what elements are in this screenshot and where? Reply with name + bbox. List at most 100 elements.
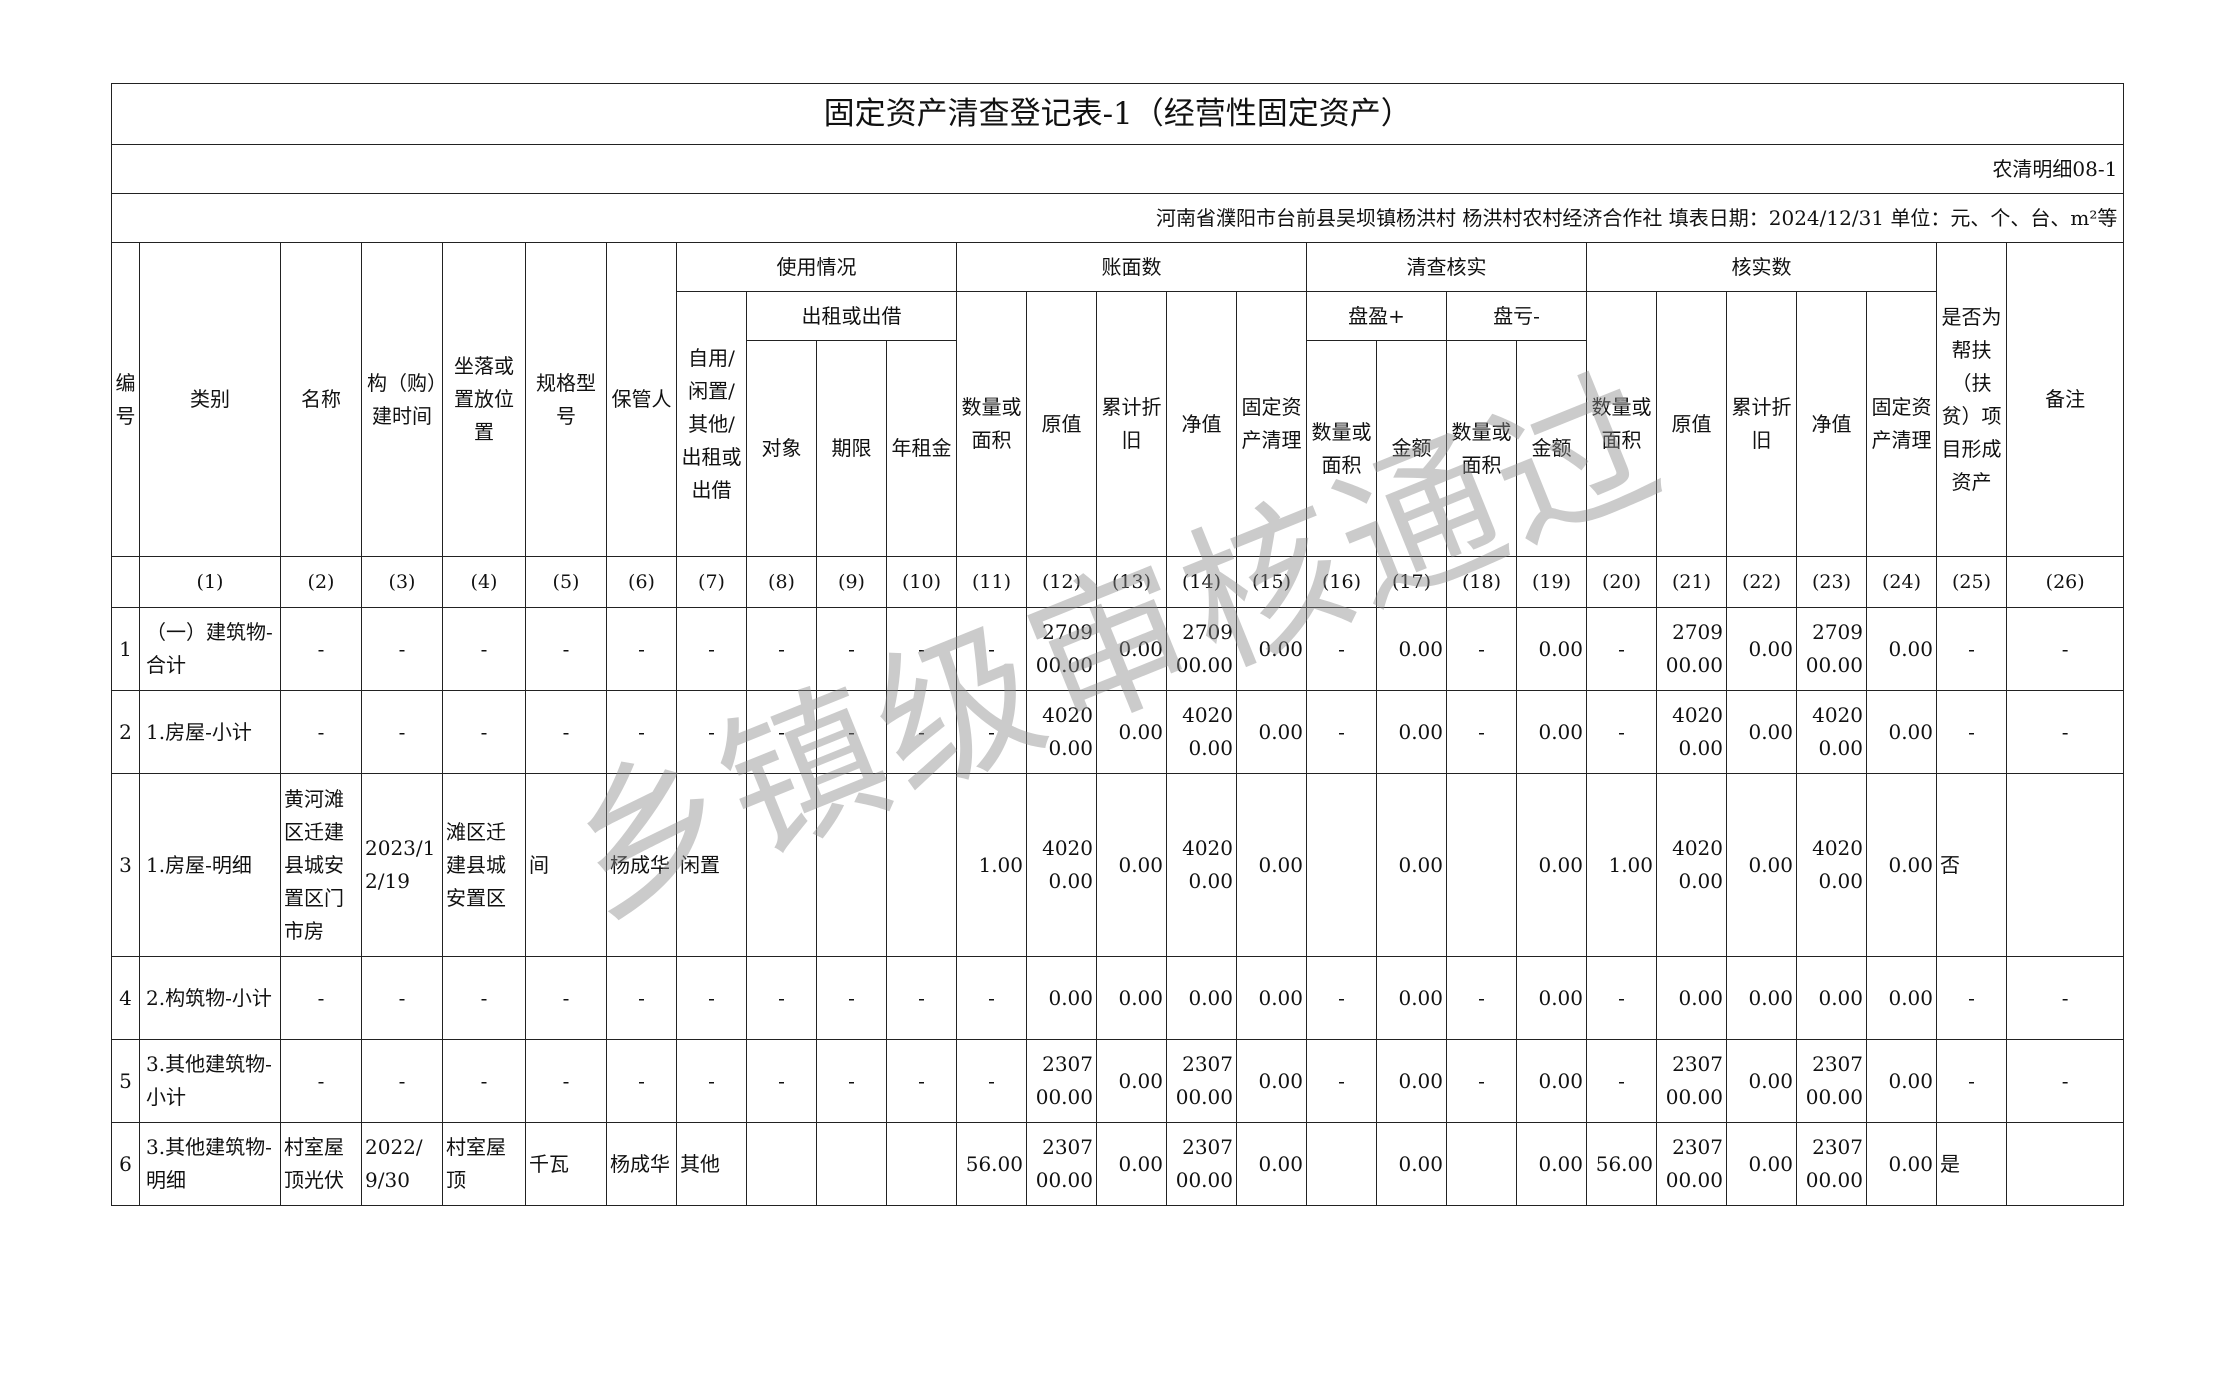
- table-cell: -: [280, 1039, 362, 1123]
- header-book-original: 原值: [1026, 291, 1097, 557]
- table-cell: -: [606, 956, 677, 1040]
- table-cell: 230700.00: [1166, 1039, 1237, 1123]
- column-index: (5): [525, 556, 607, 608]
- table-cell: [1446, 1122, 1517, 1206]
- column-index: (8): [746, 556, 817, 608]
- header-lease: 出租或出借: [746, 291, 957, 341]
- header-verified: 核实数: [1586, 242, 1937, 292]
- table-cell: [816, 773, 887, 957]
- table-cell: 杨成华: [606, 1122, 677, 1206]
- table-cell: -: [361, 1039, 443, 1123]
- column-index: (13): [1096, 556, 1167, 608]
- table-cell: -: [525, 956, 607, 1040]
- table-cell: -: [280, 607, 362, 691]
- table-cell: 230700.00: [1656, 1039, 1727, 1123]
- table-cell: -: [956, 956, 1027, 1040]
- header-book: 账面数: [956, 242, 1307, 292]
- table-cell: 2023/12/19: [361, 773, 443, 957]
- table-cell: 40200.00: [1166, 773, 1237, 957]
- table-cell: 40200.00: [1796, 773, 1867, 957]
- table-cell: （一）建筑物-合计: [139, 607, 281, 691]
- table-cell: 0.00: [1516, 1122, 1587, 1206]
- table-cell: -: [816, 607, 887, 691]
- table-cell: -: [676, 607, 747, 691]
- table-cell: 1.房屋-明细: [139, 773, 281, 957]
- table-cell: 0.00: [1096, 956, 1167, 1040]
- column-index: (12): [1026, 556, 1097, 608]
- table-cell: 0.00: [1026, 956, 1097, 1040]
- asset-register-table: 固定资产清查登记表-1（经营性固定资产） 农清明细08-1 河南省濮阳市台前县吴…: [110, 83, 2125, 1206]
- header-annual-rent: 年租金: [886, 340, 957, 557]
- table-cell: -: [1586, 1039, 1657, 1123]
- column-index: (2): [280, 556, 362, 608]
- table-cell: 230700.00: [1796, 1039, 1867, 1123]
- table-cell: 3.其他建筑物-小计: [139, 1039, 281, 1123]
- table-cell: -: [1446, 1039, 1517, 1123]
- column-index: (19): [1516, 556, 1587, 608]
- table-cell: [1446, 773, 1517, 957]
- table-cell: -: [525, 607, 607, 691]
- table-cell: 0.00: [1096, 690, 1167, 774]
- table-cell: 270900.00: [1796, 607, 1867, 691]
- table-cell: -: [816, 690, 887, 774]
- table-cell: 0.00: [1516, 607, 1587, 691]
- table-cell: 0.00: [1236, 607, 1307, 691]
- row-number: 6: [111, 1122, 140, 1206]
- table-cell: 0.00: [1096, 773, 1167, 957]
- table-cell: -: [1306, 1039, 1377, 1123]
- table-cell: 村室屋顶: [442, 1122, 526, 1206]
- table-cell: 0.00: [1516, 1039, 1587, 1123]
- column-index: (24): [1866, 556, 1937, 608]
- table-cell: 1.00: [956, 773, 1027, 957]
- table-cell: 2.构筑物-小计: [139, 956, 281, 1040]
- header-verified-net: 净值: [1796, 291, 1867, 557]
- table-cell: -: [886, 956, 957, 1040]
- table-cell: 0.00: [1796, 956, 1867, 1040]
- table-row: 5 3.其他建筑物-小计 - - - - - - - - - -230700.00 0.00 230700…: [111, 1039, 2125, 1123]
- table-cell: 0.00: [1096, 1039, 1167, 1123]
- header-surplus: 盘盈+: [1306, 291, 1447, 341]
- table-cell: 0.00: [1236, 773, 1307, 957]
- column-index: (6): [606, 556, 677, 608]
- header-loss-amount: 金额: [1516, 340, 1587, 557]
- table-cell: [1306, 1122, 1377, 1206]
- column-index: (18): [1446, 556, 1517, 608]
- row-number: 4: [111, 956, 140, 1040]
- table-cell: -: [816, 1039, 887, 1123]
- table-cell: -: [1936, 607, 2007, 691]
- table-row: 1 （一）建筑物-合计 - - - - - - - - - -270900.00 0.00 270900.…: [111, 607, 2125, 691]
- header-usage-status: 自用/闲置/其他/出租或出借: [676, 291, 747, 557]
- column-index: (15): [1236, 556, 1307, 608]
- table-cell: -: [1446, 690, 1517, 774]
- table-cell: 0.00: [1656, 956, 1727, 1040]
- table-cell: 间: [525, 773, 607, 957]
- table-cell: 0.00: [1166, 956, 1237, 1040]
- table-cell: -: [886, 690, 957, 774]
- table-cell: 0.00: [1096, 1122, 1167, 1206]
- table-row: 3 1.房屋-明细 黄河滩区迁建县城安置区门市房 2023/12/19 滩区迁建县城安置…: [111, 773, 2125, 957]
- table-cell: -: [442, 607, 526, 691]
- table-cell: [886, 1122, 957, 1206]
- table-cell: 是: [1936, 1122, 2007, 1206]
- column-index: (22): [1726, 556, 1797, 608]
- table-cell: 千瓦: [525, 1122, 607, 1206]
- table-cell: -: [956, 690, 1027, 774]
- info-line: 河南省濮阳市台前县吴坝镇杨洪村 杨洪村农村经济合作社 填表日期：2024/12/…: [110, 193, 2125, 243]
- table-cell: -: [606, 690, 677, 774]
- header-remark: 备注: [2005, 242, 2125, 557]
- column-index: (17): [1376, 556, 1447, 608]
- header-book-qty: 数量或面积: [956, 291, 1027, 557]
- table-cell: -: [2005, 607, 2125, 691]
- table-cell: -: [361, 690, 443, 774]
- table-cell: 0.00: [1726, 690, 1797, 774]
- table-cell: 滩区迁建县城安置区: [442, 773, 526, 957]
- table-cell: -: [442, 690, 526, 774]
- table-cell: -: [2005, 690, 2125, 774]
- column-index: (23): [1796, 556, 1867, 608]
- table-cell: 黄河滩区迁建县城安置区门市房: [280, 773, 362, 957]
- header-lease-term: 期限: [816, 340, 887, 557]
- header-verified-original: 原值: [1656, 291, 1727, 557]
- table-cell: -: [676, 956, 747, 1040]
- table-cell: 0.00: [1726, 607, 1797, 691]
- table-cell: 56.00: [956, 1122, 1027, 1206]
